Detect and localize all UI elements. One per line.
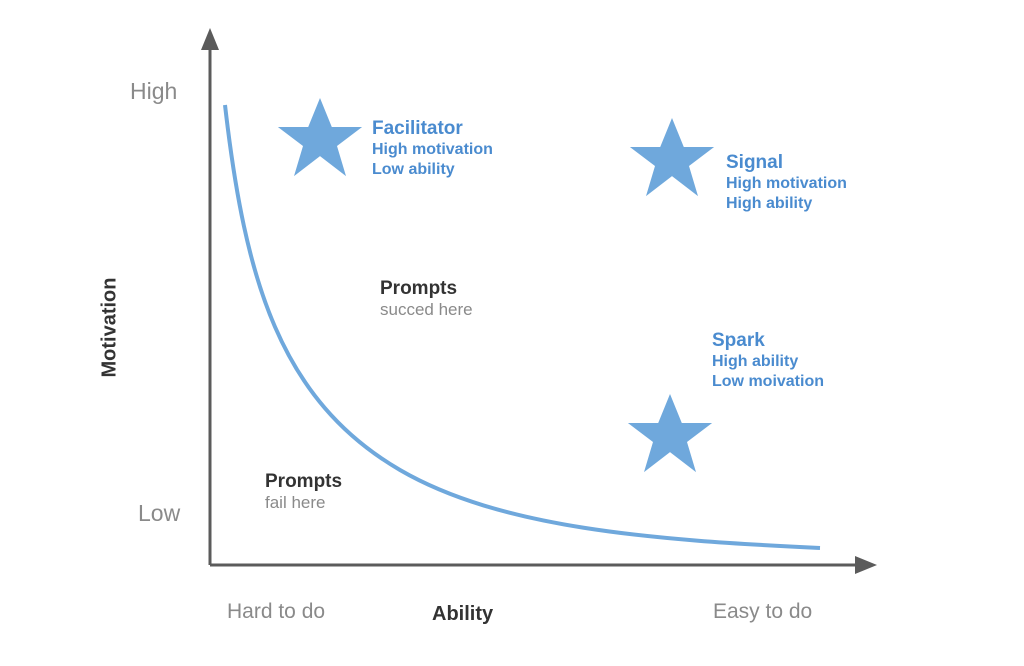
label-facilitator-sub1: High motivation [372, 140, 493, 160]
x-axis-label: Ability [432, 603, 493, 626]
star-spark [628, 394, 712, 472]
label-spark: Spark High ability Low moivation [712, 330, 824, 392]
label-signal: Signal High motivation High ability [726, 152, 847, 214]
region-fail-title: Prompts [265, 471, 342, 493]
region-succeed-title: Prompts [380, 278, 473, 300]
region-fail-sub: fail here [265, 493, 342, 513]
x-axis-arrow [855, 556, 877, 574]
x-tick-high: Easy to do [713, 600, 812, 624]
label-spark-sub1: High ability [712, 352, 824, 372]
label-facilitator: Facilitator High motivation Low ability [372, 118, 493, 180]
label-spark-sub2: Low moivation [712, 372, 824, 392]
behavior-model-chart: Motivation High Low Hard to do Ability E… [0, 0, 1024, 666]
y-tick-low: Low [138, 500, 180, 527]
label-facilitator-sub2: Low ability [372, 160, 493, 180]
label-spark-title: Spark [712, 330, 824, 352]
y-axis-label: Motivation [99, 258, 122, 378]
label-signal-sub2: High ability [726, 194, 847, 214]
label-signal-sub1: High motivation [726, 174, 847, 194]
y-tick-high: High [130, 78, 177, 105]
region-succeed: Prompts succed here [380, 278, 473, 320]
label-signal-title: Signal [726, 152, 847, 174]
region-succeed-sub: succed here [380, 300, 473, 320]
star-signal [630, 118, 714, 196]
label-facilitator-title: Facilitator [372, 118, 493, 140]
region-fail: Prompts fail here [265, 471, 342, 513]
y-axis-arrow [201, 28, 219, 50]
star-facilitator [278, 98, 362, 176]
x-tick-low: Hard to do [227, 600, 325, 624]
